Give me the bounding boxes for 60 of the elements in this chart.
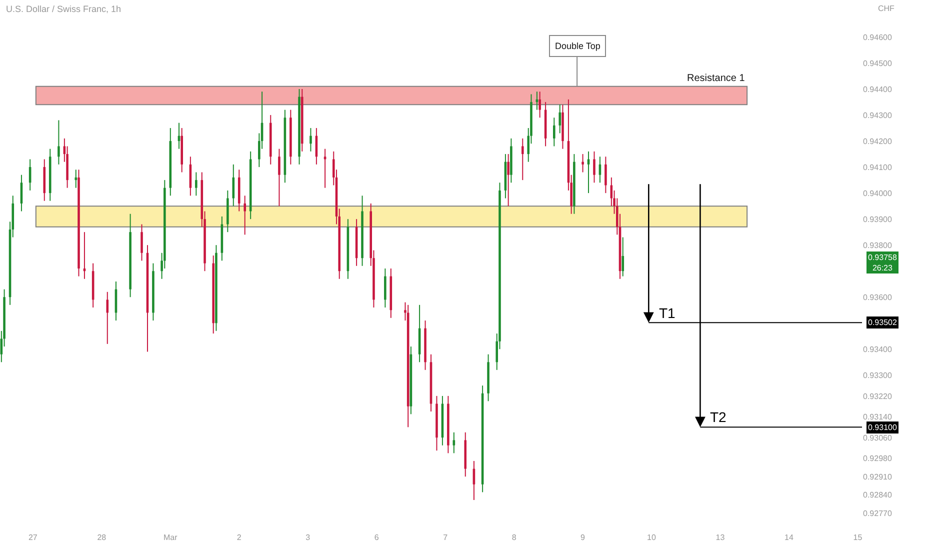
candlestick: [140, 224, 143, 262]
candlestick: [582, 154, 584, 173]
y-tick-label: 0.93220: [863, 392, 892, 401]
candlestick: [310, 128, 312, 152]
candlestick: [604, 156, 607, 194]
y-tick-label: 0.92910: [863, 472, 892, 482]
candlestick: [593, 150, 596, 184]
y-tick-label: 0.93900: [863, 214, 892, 224]
x-tick-label: 2: [236, 533, 242, 542]
y-tick-label: 0.92770: [863, 508, 892, 518]
y-tick-label: 0.94100: [863, 162, 892, 172]
x-tick-label: 6: [374, 533, 380, 542]
y-tick-label: 0.93800: [863, 240, 892, 250]
y-tick-label: 0.93060: [863, 433, 892, 442]
x-tick-label: 9: [580, 533, 586, 542]
y-tick-label: 0.92840: [863, 490, 892, 500]
text: 0.93502: [868, 318, 898, 327]
ref-line-label: T1: [659, 305, 676, 321]
candlestick: [58, 120, 60, 165]
candlestick: [324, 148, 326, 188]
x-tick-label: 3: [306, 533, 311, 542]
x-tick-label: 7: [443, 533, 448, 542]
y-tick-label: 0.92980: [863, 454, 892, 464]
candlestick: [622, 236, 624, 277]
candlestick: [195, 172, 198, 196]
candlestick: [74, 169, 78, 188]
y-tick-label: 0.94600: [863, 32, 892, 42]
candlestick: [553, 117, 556, 147]
candlestick: [278, 148, 280, 207]
x-tick-label: 13: [716, 533, 726, 542]
y-tick-label: 0.94200: [863, 136, 892, 146]
y-tick-label: 0.94300: [863, 110, 892, 120]
text: 0.93100: [868, 423, 898, 432]
x-tick-label: 14: [784, 533, 794, 542]
y-tick-label: 0.93140: [863, 412, 892, 422]
x-tick-label: 28: [97, 533, 107, 542]
x-tick-label: 10: [647, 533, 657, 542]
chart-title: U.S. Dollar / Swiss Franc, 1h: [6, 4, 122, 14]
x-tick-label: 8: [512, 533, 517, 542]
y-tick-label: 0.93600: [863, 292, 892, 302]
x-tick-label: 27: [28, 533, 38, 542]
candlestick: [522, 138, 524, 181]
y-axis-title: CHF: [878, 4, 895, 13]
candlestick: [244, 195, 246, 236]
y-tick-label: 0.94000: [863, 188, 892, 198]
candlestick: [452, 432, 456, 454]
ref-line-label: T2: [710, 409, 727, 425]
y-tick-label: 0.94500: [863, 58, 892, 68]
annotation: Double Top: [555, 41, 600, 51]
band-label: Resistance 1: [687, 73, 746, 84]
y-tick-label: 0.93400: [863, 344, 892, 354]
text: 0.93758 26:23: [868, 253, 898, 272]
candlestick: [538, 91, 541, 118]
y-tick-label: 0.94400: [863, 84, 892, 94]
y-tick-label: 0.93300: [863, 370, 892, 380]
candlestick: [507, 154, 510, 207]
candlestick: [384, 268, 386, 308]
x-tick-label: Mar: [164, 533, 178, 542]
x-tick-label: 15: [853, 533, 863, 542]
candlestick: [558, 104, 562, 134]
